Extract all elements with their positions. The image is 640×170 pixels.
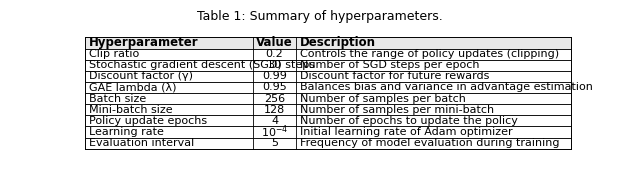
Text: Number of samples per batch: Number of samples per batch: [300, 94, 467, 104]
Bar: [85, 115, 571, 126]
Text: 0.2: 0.2: [266, 49, 284, 59]
Text: Learning rate: Learning rate: [89, 127, 164, 137]
Text: Number of epochs to update the policy: Number of epochs to update the policy: [300, 116, 518, 126]
Bar: [85, 93, 571, 104]
Bar: [85, 82, 571, 93]
Text: Value: Value: [256, 37, 293, 49]
Text: Number of SGD steps per epoch: Number of SGD steps per epoch: [300, 60, 480, 70]
Text: Policy update epochs: Policy update epochs: [89, 116, 207, 126]
Text: 0.95: 0.95: [262, 82, 287, 92]
Text: 5: 5: [271, 138, 278, 148]
Text: Discount factor for future rewards: Discount factor for future rewards: [300, 71, 490, 81]
Text: 0.99: 0.99: [262, 71, 287, 81]
Text: 30: 30: [268, 60, 282, 70]
Bar: [85, 37, 571, 49]
Text: 4: 4: [271, 116, 278, 126]
Text: GAE lambda (λ): GAE lambda (λ): [89, 82, 177, 92]
Bar: [85, 138, 571, 149]
Text: Balances bias and variance in advantage estimation: Balances bias and variance in advantage …: [300, 82, 593, 92]
Text: Initial learning rate of Adam optimizer: Initial learning rate of Adam optimizer: [300, 127, 513, 137]
Text: Evaluation interval: Evaluation interval: [89, 138, 194, 148]
Bar: [85, 104, 571, 115]
Bar: [85, 60, 571, 71]
Text: Discount factor (γ): Discount factor (γ): [89, 71, 193, 81]
Bar: [85, 126, 571, 138]
Text: Hyperparameter: Hyperparameter: [89, 37, 198, 49]
Text: Batch size: Batch size: [89, 94, 146, 104]
Bar: [85, 71, 571, 82]
Text: 256: 256: [264, 94, 285, 104]
Text: Mini-batch size: Mini-batch size: [89, 105, 173, 115]
Text: Description: Description: [300, 37, 376, 49]
Text: Stochastic gradient descent (SGD) steps: Stochastic gradient descent (SGD) steps: [89, 60, 315, 70]
Text: $10^{-4}$: $10^{-4}$: [261, 124, 288, 140]
Text: Clip ratio: Clip ratio: [89, 49, 139, 59]
Text: 128: 128: [264, 105, 285, 115]
Text: Controls the range of policy updates (clipping): Controls the range of policy updates (cl…: [300, 49, 559, 59]
Text: Frequency of model evaluation during training: Frequency of model evaluation during tra…: [300, 138, 560, 148]
Text: Table 1: Summary of hyperparameters.: Table 1: Summary of hyperparameters.: [197, 10, 443, 23]
Bar: [85, 49, 571, 60]
Text: Number of samples per mini-batch: Number of samples per mini-batch: [300, 105, 495, 115]
